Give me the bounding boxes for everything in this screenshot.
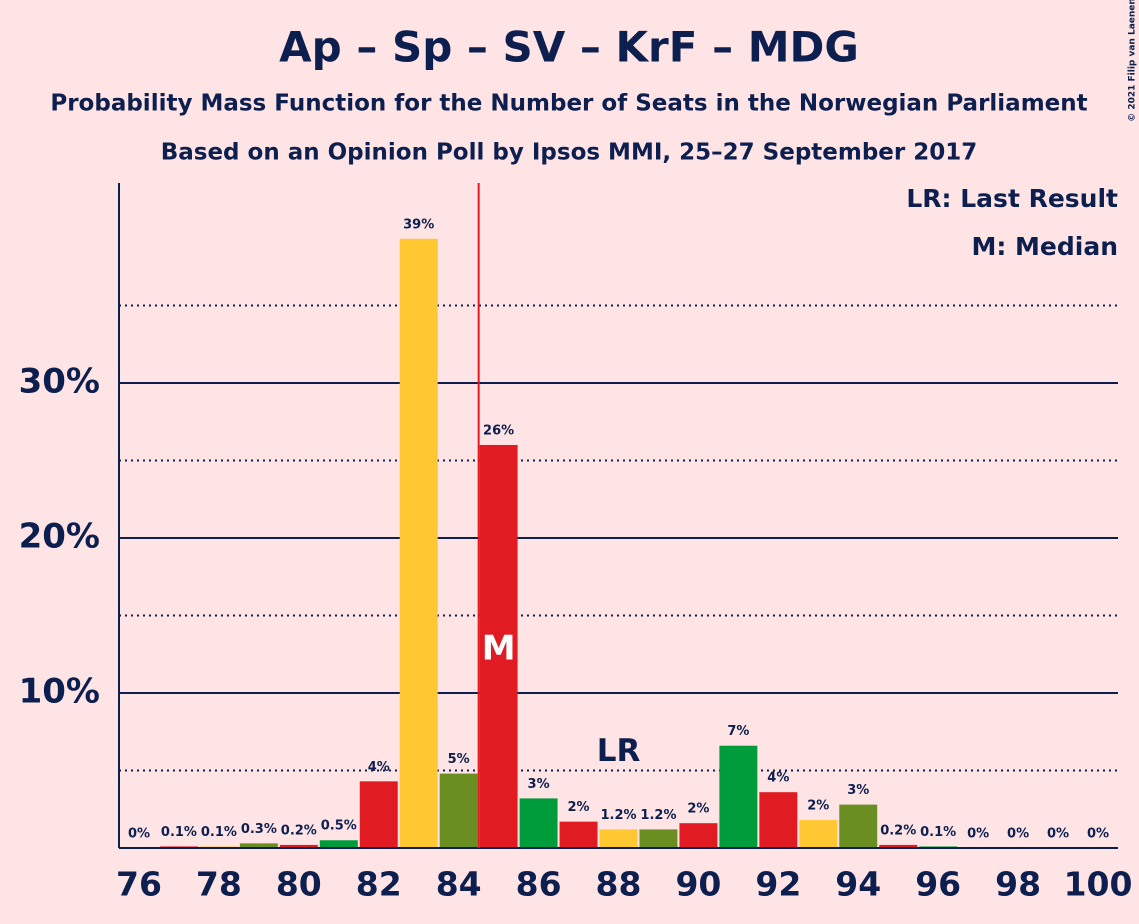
bar: [879, 844, 918, 848]
x-tick-label: 98: [995, 865, 1041, 904]
value-label: 0.3%: [241, 822, 277, 837]
bar: [519, 798, 558, 848]
bar: [759, 792, 798, 848]
value-label: 0.1%: [201, 825, 237, 840]
value-label: 5%: [448, 752, 470, 767]
y-tick-label: 30%: [19, 361, 100, 401]
bar: [399, 238, 438, 848]
value-label: 39%: [403, 217, 434, 232]
x-tick-label: 92: [755, 865, 801, 904]
bar: [279, 844, 318, 848]
value-label: 3%: [528, 777, 550, 792]
value-label: 2%: [568, 800, 590, 815]
bar: [679, 823, 718, 848]
value-label: 0.5%: [321, 819, 357, 834]
bar: [719, 745, 758, 848]
y-tick-label: 20%: [19, 516, 100, 556]
bar: [479, 444, 518, 848]
x-tick-label: 90: [675, 865, 721, 904]
bar: [439, 773, 478, 848]
x-tick-label: 76: [116, 865, 162, 904]
bar: [559, 821, 598, 848]
last-result-marker: LR: [597, 733, 641, 769]
value-label: 3%: [847, 783, 869, 798]
chart-subtitle: Probability Mass Function for the Number…: [50, 91, 1087, 117]
chart-subtitle: Based on an Opinion Poll by Ipsos MMI, 2…: [161, 140, 978, 166]
value-label: 1.2%: [640, 808, 676, 823]
median-marker: M: [482, 629, 516, 669]
y-tick-label: 10%: [19, 671, 100, 711]
chart-title: Ap – Sp – SV – KrF – MDG: [279, 23, 859, 72]
value-label: 0%: [967, 827, 989, 842]
x-tick-label: 96: [915, 865, 961, 904]
bar: [839, 804, 878, 848]
value-label: 2%: [807, 799, 829, 814]
value-label: 0.1%: [161, 825, 197, 840]
value-label: 0.1%: [920, 825, 956, 840]
value-label: 2%: [687, 802, 709, 817]
value-label: 0%: [1087, 827, 1109, 842]
x-tick-label: 100: [1064, 865, 1133, 904]
x-tick-label: 94: [835, 865, 881, 904]
value-label: 0%: [128, 827, 150, 842]
copyright: © 2021 Filip van Laenen: [1128, 0, 1138, 122]
value-label: 1.2%: [600, 808, 636, 823]
x-tick-label: 80: [276, 865, 322, 904]
value-label: 0%: [1007, 827, 1029, 842]
legend-entry: LR: Last Result: [906, 184, 1118, 213]
x-tick-label: 82: [356, 865, 402, 904]
value-label: 4%: [368, 760, 390, 775]
value-label: 0%: [1047, 827, 1069, 842]
bar: [599, 829, 638, 848]
legend-entry: M: Median: [971, 232, 1118, 261]
value-label: 0.2%: [281, 823, 317, 838]
bar: [239, 843, 278, 848]
bar: [799, 820, 838, 848]
bar: [319, 840, 358, 848]
bar: [639, 829, 678, 848]
bar: [359, 781, 398, 848]
x-tick-label: 84: [436, 865, 482, 904]
x-tick-label: 88: [596, 865, 642, 904]
x-tick-label: 78: [196, 865, 242, 904]
x-tick-label: 86: [516, 865, 562, 904]
value-label: 4%: [767, 771, 789, 786]
value-label: 7%: [727, 724, 749, 739]
value-label: 26%: [483, 423, 514, 438]
value-label: 0.2%: [880, 823, 916, 838]
